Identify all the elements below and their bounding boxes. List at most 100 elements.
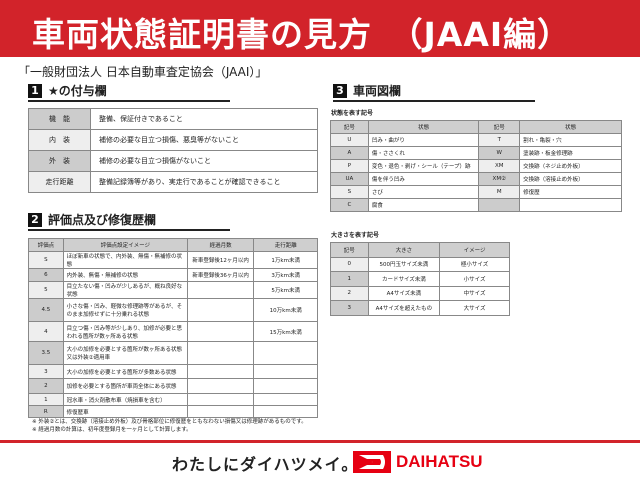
- condition-cell: 腐食: [367, 198, 480, 212]
- table-cell: [186, 298, 255, 322]
- organization-label: 「一般財団法人 日本自動車査定協会（JAAI）」: [18, 65, 268, 79]
- size-cell: 小サイズ: [439, 271, 510, 287]
- condition-cell: 傷を伴う凹み: [367, 172, 480, 186]
- section-title: 車両図欄: [353, 84, 402, 98]
- daihatsu-mark-icon: [353, 451, 391, 473]
- table-cell: 加修を必要とする箇所が車両全体にある状態: [62, 378, 188, 394]
- score-cell: 1: [28, 393, 64, 406]
- section-2-heading: 2 評価点及び修復歴欄: [28, 211, 230, 231]
- size-cell: 大サイズ: [439, 300, 510, 316]
- table-cell: 15万km未満: [253, 321, 318, 342]
- table-row: 1 カードサイズ未満 小サイズ: [330, 271, 510, 287]
- column-header: 評価点: [28, 238, 64, 252]
- section-number: 2: [28, 212, 42, 227]
- score-cell: 3: [28, 364, 64, 379]
- table-cell: [253, 378, 318, 394]
- row-label: 内 装: [28, 129, 91, 151]
- table-cell: [186, 321, 255, 342]
- size-symbols-label: 大きさを表す記号: [331, 232, 380, 239]
- table-row: 5 目立たない傷・凹みが少しあるが、概ね良好な状態 5万km未満: [28, 281, 318, 299]
- symbol-cell: 2: [330, 285, 369, 301]
- table-row: 1 冠水車・消火剤散布車（焼損車を含む）: [28, 393, 318, 406]
- symbol-cell: M: [478, 185, 521, 199]
- row-text: 整備、保証付きであること: [90, 108, 318, 130]
- row-label: 外 装: [28, 150, 91, 172]
- section-number: 1: [28, 83, 42, 98]
- score-cell: S: [28, 251, 64, 269]
- daihatsu-logo: DAIHATSU: [396, 452, 483, 471]
- table-cell: [186, 393, 255, 406]
- table-row: 外 装補修の必要な目立つ損傷がないこと: [28, 150, 318, 172]
- condition-cell: 割れ・亀裂・穴: [519, 133, 622, 147]
- size-cell: 500円玉サイズ未満: [367, 256, 441, 272]
- symbol-cell: P: [330, 159, 369, 173]
- table-cell: [253, 341, 318, 365]
- size-cell: A4サイズ未満: [367, 285, 441, 301]
- table-row: 2 加修を必要とする箇所が車両全体にある状態: [28, 378, 318, 394]
- size-cell: カードサイズ未満: [367, 271, 441, 287]
- header-band: [0, 0, 640, 57]
- section-title: 評価点及び修復歴欄: [48, 213, 157, 227]
- column-header: 経過月数: [186, 238, 255, 252]
- condition-cell: [519, 198, 622, 212]
- section-number: 3: [333, 83, 347, 98]
- condition-symbol-table: 記号 状態 記号 状態 U 凹み・曲がり T 割れ・亀裂・穴 A 傷・ささくれ W 塗装跡・板金修理跡…: [330, 120, 622, 212]
- table-cell: [186, 378, 255, 394]
- table-row: S ほぼ新車の状態で、内外装、無傷・無補修の状態 新車登録後12ヶ月以内 1万km未満: [28, 251, 318, 269]
- symbol-cell: T: [478, 133, 521, 147]
- score-cell: 5: [28, 281, 64, 299]
- size-cell: 極小サイズ: [439, 256, 510, 272]
- table-cell: [186, 405, 255, 418]
- footnotes: ※ 外装②とは、交換跡（溶接止め外板）及び骨格部位に修復歴をともなわない損傷又は…: [32, 418, 307, 434]
- table-row: 4.5 小さな傷・凹み、軽微な修理跡等があるが、そのまま加修せずに十分乗れる状態 1…: [28, 298, 318, 322]
- table-row: U 凹み・曲がり T 割れ・亀裂・穴: [330, 133, 622, 147]
- table-cell: 修復歴車: [62, 405, 188, 418]
- table-row: P 変色・退色・剥げ・シール（テープ）跡 XM 交換跡（ネジ止め外板）: [330, 159, 622, 173]
- table-cell: 3万km未満: [253, 268, 318, 282]
- column-header: 記号: [478, 120, 521, 134]
- table-cell: [186, 364, 255, 379]
- table-row: S さび M 修復歴: [330, 185, 622, 199]
- table-cell: 5万km未満: [253, 281, 318, 299]
- section-3-heading: 3 車両図欄: [333, 82, 535, 102]
- table-row: 3 大小の加修を必要とする箇所が多数ある状態: [28, 364, 318, 379]
- score-table: 評価点 評価点設定イメージ 経過月数 走行距離 S ほぼ新車の状態で、内外装、無傷・無補修…: [28, 238, 318, 418]
- row-text: 補修の必要な目立つ損傷、悪臭等がないこと: [90, 129, 318, 151]
- table-cell: 小さな傷・凹み、軽微な修理跡等があるが、そのまま加修せずに十分乗れる状態: [62, 298, 188, 322]
- divider: [0, 440, 640, 443]
- table-cell: 目立つ傷・凹み等が少しあり、加修が必要と思われる箇所が数ヶ所ある状態: [62, 321, 188, 342]
- table-cell: 目立たない傷・凹みが少しあるが、概ね良好な状態: [62, 281, 188, 299]
- column-header: 状態: [519, 120, 622, 134]
- row-label: 機 能: [28, 108, 91, 130]
- table-cell: [253, 364, 318, 379]
- score-cell: 4.5: [28, 298, 64, 322]
- symbol-cell: XM②: [478, 172, 521, 186]
- table-row: 内 装補修の必要な目立つ損傷、悪臭等がないこと: [28, 129, 318, 151]
- column-header: 大きさ: [367, 242, 441, 258]
- table-cell: 新車登録後12ヶ月以内: [186, 251, 255, 269]
- table-cell: ほぼ新車の状態で、内外装、無傷・無補修の状態: [62, 251, 188, 269]
- table-row: 2 A4サイズ未満 中サイズ: [330, 285, 510, 301]
- table-cell: 新車登録後36ヶ月以内: [186, 268, 255, 282]
- condition-cell: さび: [367, 185, 480, 199]
- column-header: 記号: [330, 242, 369, 258]
- symbol-cell: A: [330, 146, 369, 160]
- symbol-cell: UA: [330, 172, 369, 186]
- table-cell: [253, 405, 318, 418]
- table-row: UA 傷を伴う凹み XM② 交換跡（溶接止め外板）: [330, 172, 622, 186]
- table-row: 4 目立つ傷・凹み等が少しあり、加修が必要と思われる箇所が数ヶ所ある状態 15万km…: [28, 321, 318, 342]
- condition-cell: 塗装跡・板金修理跡: [519, 146, 622, 160]
- table-cell: [186, 341, 255, 365]
- table-cell: 冠水車・消火剤散布車（焼損車を含む）: [62, 393, 188, 406]
- score-cell: R: [28, 405, 64, 418]
- table-row: 3 A4サイズを超えたもの 大サイズ: [330, 300, 510, 316]
- table-cell: 10万km未満: [253, 298, 318, 322]
- table-row: 0 500円玉サイズ未満 極小サイズ: [330, 256, 510, 272]
- symbol-cell: 3: [330, 300, 369, 316]
- size-cell: 中サイズ: [439, 285, 510, 301]
- condition-cell: 凹み・曲がり: [367, 133, 480, 147]
- footnote: ※ 外装②とは、交換跡（溶接止め外板）及び骨格部位に修復歴をともなわない損傷又は…: [32, 419, 307, 425]
- symbol-cell: W: [478, 146, 521, 160]
- symbol-cell: 1: [330, 271, 369, 287]
- tagline-logo: わたしにダイハツメイ。: [172, 455, 359, 474]
